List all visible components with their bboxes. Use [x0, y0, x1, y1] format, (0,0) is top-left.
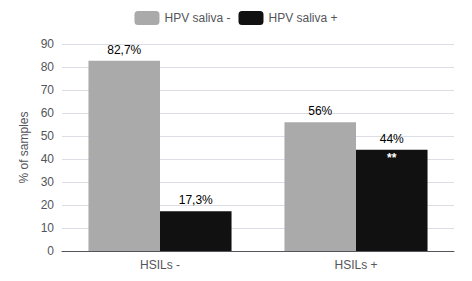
svg-text:40: 40: [41, 152, 55, 166]
svg-text:50: 50: [41, 129, 55, 143]
svg-text:90: 90: [41, 37, 55, 51]
svg-text:HPV saliva -: HPV saliva -: [164, 11, 230, 25]
svg-text:44%: 44%: [380, 132, 404, 146]
svg-text:56%: 56%: [308, 104, 332, 118]
svg-text:10: 10: [41, 221, 55, 235]
svg-text:82,7%: 82,7%: [107, 43, 141, 57]
svg-text:30: 30: [41, 175, 55, 189]
svg-text:HSILs +: HSILs +: [334, 258, 377, 272]
svg-text:70: 70: [41, 83, 55, 97]
svg-text:% of samples: % of samples: [17, 111, 31, 183]
svg-text:20: 20: [41, 198, 55, 212]
svg-text:0: 0: [47, 244, 54, 258]
svg-text:HSILs -: HSILs -: [140, 258, 180, 272]
svg-text:60: 60: [41, 106, 55, 120]
svg-text:17,3%: 17,3%: [179, 193, 213, 207]
svg-text:**: **: [387, 151, 397, 165]
svg-text:HPV saliva +: HPV saliva +: [268, 11, 337, 25]
svg-text:80: 80: [41, 60, 55, 74]
